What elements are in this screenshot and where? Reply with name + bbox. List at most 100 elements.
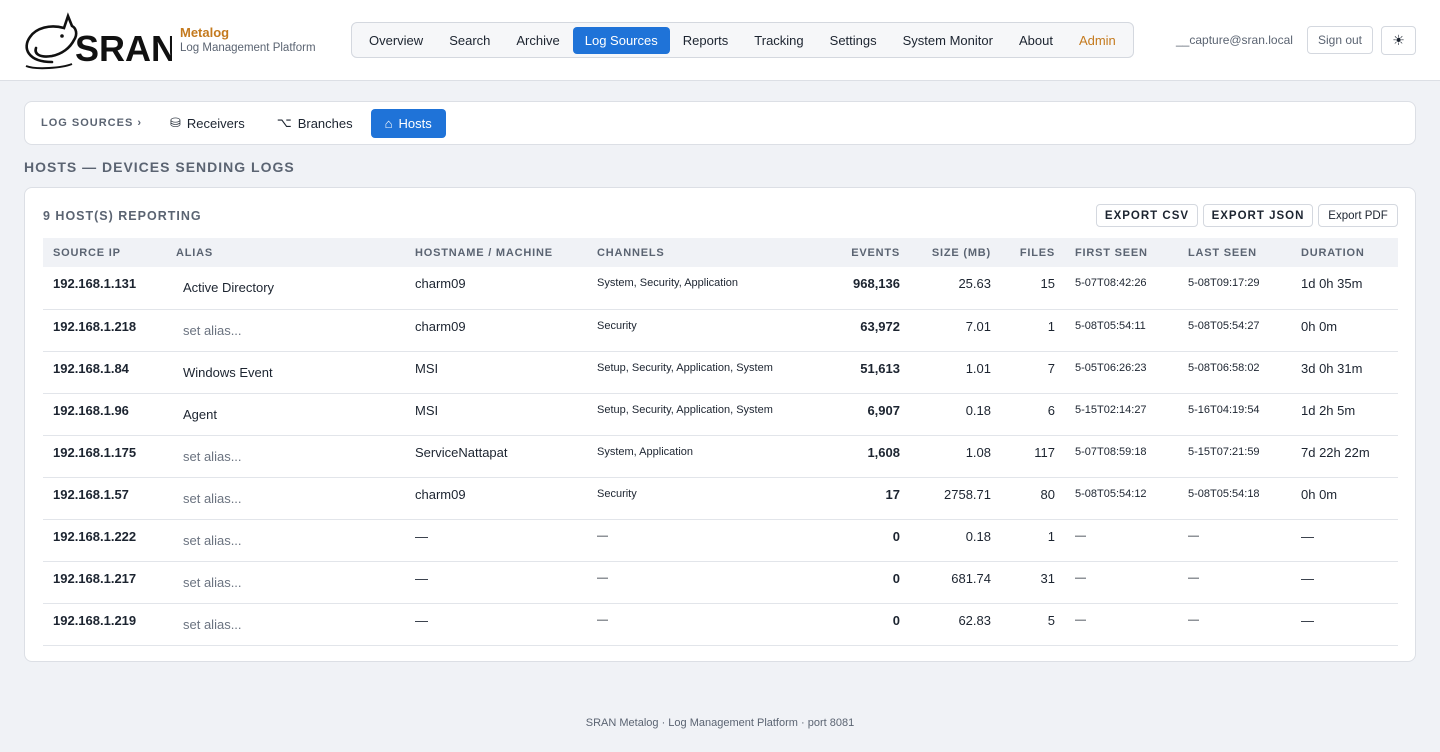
hostname-cell: charm09 xyxy=(415,318,466,334)
tab-branches[interactable]: ⌥ Branches xyxy=(263,108,367,138)
table-row[interactable]: 192.168.1.218 set alias... charm09 Security… xyxy=(43,309,1398,351)
files-cell: 6 xyxy=(1047,402,1055,418)
channels-cell: Security xyxy=(597,319,637,332)
nav-log-sources[interactable]: Log Sources xyxy=(572,26,670,54)
col-alias[interactable]: ALIAS xyxy=(176,246,213,259)
col-size[interactable]: SIZE (MB) xyxy=(931,246,991,259)
table-row[interactable]: 192.168.1.131 Active Directory charm09 Syst… xyxy=(43,267,1398,309)
table-row[interactable]: 192.168.1.219 set alias... — — 0 62.83 5 — — — xyxy=(43,603,1398,645)
duration-cell: 1d 2h 5m xyxy=(1301,402,1356,418)
duration-cell: — xyxy=(1301,570,1314,586)
nav-tracking[interactable]: Tracking xyxy=(754,32,804,48)
col-last-seen[interactable]: LAST SEEN xyxy=(1188,246,1257,259)
sran-logo[interactable]: SRAN xyxy=(22,10,172,70)
alias-editor[interactable]: set alias... xyxy=(183,532,242,548)
files-cell: 31 xyxy=(1040,570,1055,586)
sign-out-button[interactable]: Sign out xyxy=(1307,26,1373,54)
source-ip-cell: 192.168.1.218 xyxy=(53,318,137,334)
channels-cell: Setup, Security, Application, System xyxy=(597,403,773,416)
size-cell: 1.08 xyxy=(965,444,991,460)
size-cell: 2758.71 xyxy=(944,486,991,502)
last-seen-cell: — xyxy=(1188,613,1199,626)
files-cell: 1 xyxy=(1047,318,1055,334)
source-ip-cell: 192.168.1.217 xyxy=(53,570,137,586)
alias-editor[interactable]: set alias... xyxy=(183,322,242,338)
table-header-row: SOURCE IP ALIAS HOSTNAME / MACHINE CHANN… xyxy=(43,238,1398,267)
host-count: 9 HOST(S) REPORTING xyxy=(43,209,202,223)
alias-editor[interactable]: set alias... xyxy=(183,574,242,590)
nav-about[interactable]: About xyxy=(1018,32,1053,48)
export-csv-button[interactable]: EXPORT CSV xyxy=(1096,204,1198,227)
col-first-seen[interactable]: FIRST SEEN xyxy=(1075,246,1148,259)
duration-cell: 0h 0m xyxy=(1301,318,1338,334)
brand-block: Metalog Log Management Platform xyxy=(180,25,316,56)
nav-search[interactable]: Search xyxy=(449,32,491,48)
source-ip-cell: 192.168.1.222 xyxy=(53,528,137,544)
export-json-button[interactable]: EXPORT JSON xyxy=(1203,204,1313,227)
alias-editor[interactable]: set alias... xyxy=(183,448,242,464)
files-cell: 117 xyxy=(1034,444,1055,460)
alias-editor[interactable]: Windows Event xyxy=(183,364,273,380)
theme-toggle-button[interactable]: ☀ xyxy=(1381,26,1416,55)
page-title: HOSTS — DEVICES SENDING LOGS xyxy=(24,159,295,175)
alias-editor[interactable]: set alias... xyxy=(183,490,242,506)
sun-icon: ☀ xyxy=(1392,32,1405,48)
events-cell: 51,613 xyxy=(860,360,900,376)
last-seen-cell: — xyxy=(1188,571,1199,584)
table-row[interactable]: 192.168.1.84 Windows Event MSI Setup, Secur… xyxy=(43,351,1398,393)
duration-cell: 0h 0m xyxy=(1301,486,1338,502)
first-seen-cell: 5-15T02:14:27 xyxy=(1075,403,1147,416)
nav-admin[interactable]: Admin xyxy=(1078,32,1116,48)
col-channels[interactable]: CHANNELS xyxy=(597,246,665,259)
hosts-card: 9 HOST(S) REPORTING EXPORT CSV EXPORT JS… xyxy=(24,187,1416,662)
table-row[interactable]: 192.168.1.175 set alias... ServiceNattapat… xyxy=(43,435,1398,477)
table-row[interactable]: 192.168.1.217 set alias... — — 0 681.74 31 — — — xyxy=(43,561,1398,603)
tab-hosts[interactable]: ⌂ Hosts xyxy=(370,108,446,138)
export-pdf-button[interactable]: Export PDF xyxy=(1318,204,1398,227)
brand-subtitle: Log Management Platform xyxy=(180,42,316,54)
nav-reports[interactable]: Reports xyxy=(682,32,729,48)
size-cell: 25.63 xyxy=(958,276,991,291)
files-cell: 1 xyxy=(1047,528,1055,544)
size-cell: 681.74 xyxy=(951,570,991,586)
svg-text:SRAN: SRAN xyxy=(75,28,172,69)
files-cell: 15 xyxy=(1040,276,1055,291)
duration-cell: — xyxy=(1301,528,1314,544)
first-seen-cell: 5-08T05:54:11 xyxy=(1075,319,1146,332)
files-cell: 80 xyxy=(1040,486,1055,502)
col-events[interactable]: EVENTS xyxy=(851,246,900,259)
col-files[interactable]: FILES xyxy=(1019,246,1055,259)
channels-cell: Security xyxy=(597,487,637,500)
last-seen-cell: 5-08T05:54:27 xyxy=(1188,319,1260,332)
table-row[interactable]: 192.168.1.222 set alias... — — 0 0.18 1 — — — xyxy=(43,519,1398,561)
channels-cell: — xyxy=(597,571,608,584)
top-header: SRAN Metalog Log Management Platform Ove… xyxy=(0,0,1440,81)
col-hostname[interactable]: HOSTNAME / MACHINE xyxy=(415,246,553,259)
first-seen-cell: 5-08T05:54:12 xyxy=(1075,487,1147,500)
nav-overview[interactable]: Overview xyxy=(369,32,424,48)
events-cell: 1,608 xyxy=(867,444,900,460)
col-duration[interactable]: DURATION xyxy=(1301,246,1365,259)
nav-system-monitor[interactable]: System Monitor xyxy=(902,32,993,48)
last-seen-cell: 5-16T04:19:54 xyxy=(1188,403,1260,416)
files-cell: 7 xyxy=(1047,360,1055,376)
duration-cell: 3d 0h 31m xyxy=(1301,360,1363,376)
alias-editor[interactable]: set alias... xyxy=(183,616,242,632)
nav-archive[interactable]: Archive xyxy=(516,32,560,48)
table-row[interactable]: 192.168.1.96 Agent MSI Setup, Security, App… xyxy=(43,393,1398,435)
alias-editor[interactable]: Active Directory xyxy=(183,280,275,295)
table-row[interactable]: 192.168.1.57 set alias... charm09 Security 1… xyxy=(43,477,1398,519)
alias-editor[interactable]: Agent xyxy=(183,406,217,422)
last-seen-cell: 5-08T06:58:02 xyxy=(1188,361,1260,374)
tab-receivers[interactable]: ⛁ Receivers xyxy=(156,108,259,138)
user-email: __capture@sran.local xyxy=(1176,33,1293,47)
events-cell: 17 xyxy=(885,486,900,502)
home-icon: ⌂ xyxy=(384,115,393,131)
hosts-table-body: 192.168.1.131 Active Directory charm09 Syst… xyxy=(43,267,1398,645)
nav-settings[interactable]: Settings xyxy=(829,32,877,48)
files-cell: 5 xyxy=(1047,612,1055,628)
tab-label: Receivers xyxy=(186,115,245,131)
col-source-ip[interactable]: SOURCE IP xyxy=(53,246,121,259)
source-ip-cell: 192.168.1.84 xyxy=(53,360,129,376)
hosts-table: SOURCE IP ALIAS HOSTNAME / MACHINE CHANN… xyxy=(43,238,1398,646)
